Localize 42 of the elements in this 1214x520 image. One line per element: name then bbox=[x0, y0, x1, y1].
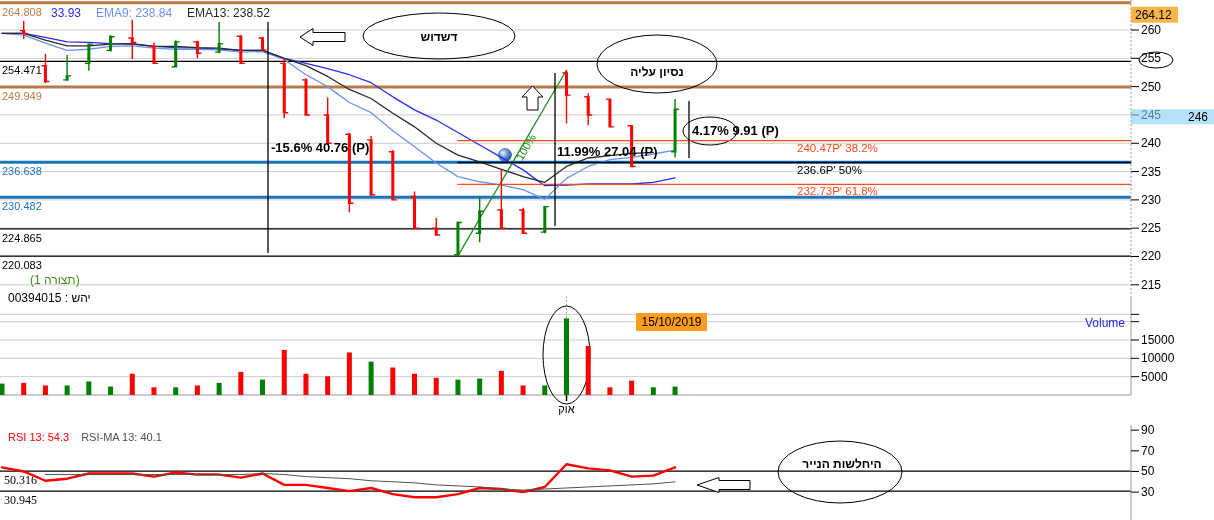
y-tick-label: 250 bbox=[1141, 79, 1162, 94]
y-tick-label: 255 bbox=[1141, 51, 1162, 66]
annotation: -15.6% 40.76 (P) bbox=[271, 139, 370, 155]
ref-line-label: 264.808 bbox=[2, 5, 42, 18]
y-tick-label: 240 bbox=[1141, 136, 1162, 151]
y-tick-label: 225 bbox=[1141, 221, 1162, 236]
ref-line-label: 50.316 bbox=[4, 473, 37, 488]
y-tick-label: 5000 bbox=[1141, 369, 1169, 384]
y-tick-label: 220 bbox=[1141, 249, 1162, 264]
series-label: 236.6P' 50% bbox=[797, 163, 862, 176]
text: Volume bbox=[1084, 316, 1126, 330]
annotation: יהש : 00394015 bbox=[8, 291, 91, 305]
y-tick-label: 50 bbox=[1141, 464, 1155, 479]
y-tick-label: 245 bbox=[1141, 107, 1162, 122]
annotation: היחלשות הנייר bbox=[802, 457, 882, 471]
ref-line-label: 236.638 bbox=[2, 165, 42, 178]
ref-line-label: 224.865 bbox=[2, 231, 42, 244]
annotation: 15/10/2019 bbox=[641, 315, 702, 329]
ref-line-label: 230.482 bbox=[2, 200, 42, 213]
annotation: 4.17% 9.91 (P) bbox=[688, 100, 779, 159]
annotation: דשדוש bbox=[420, 30, 458, 44]
x-tick-label: אוק bbox=[558, 403, 575, 415]
annotation: (תצורה 1) bbox=[30, 273, 80, 287]
y-tick-label: 215 bbox=[1141, 277, 1162, 292]
y-tick-label: 10000 bbox=[1141, 351, 1175, 366]
y-tick-label: 70 bbox=[1141, 443, 1155, 458]
y-tick-label: 230 bbox=[1141, 192, 1162, 207]
y-tick-label: 15000 bbox=[1141, 333, 1175, 347]
series-label: 240.47P' 38.2% bbox=[797, 141, 878, 154]
y-tick-label: 30 bbox=[1141, 485, 1155, 500]
y-tick-label: 235 bbox=[1141, 164, 1162, 179]
y-tick-label: 90 bbox=[1141, 423, 1155, 438]
ref-line-label: 220.083 bbox=[2, 259, 42, 272]
legend: RSI 13: 54.3 RSI-MA 13: 40.1 bbox=[8, 431, 162, 443]
ref-line-label: 30.945 bbox=[4, 493, 37, 508]
y-tick-label: 260 bbox=[1141, 23, 1162, 38]
annotation: 4.17% 9.91 (P) bbox=[692, 122, 779, 138]
annotation: 15/10/2019 bbox=[636, 313, 707, 331]
ref-line-label: 254.471 bbox=[2, 64, 42, 77]
ref-line-label: 249.949 bbox=[2, 89, 42, 102]
series-label: 232.73P' 61.8% bbox=[797, 185, 878, 198]
legend: 33.93 EMA9: 238.84 EMA13: 238.52 bbox=[51, 6, 270, 20]
